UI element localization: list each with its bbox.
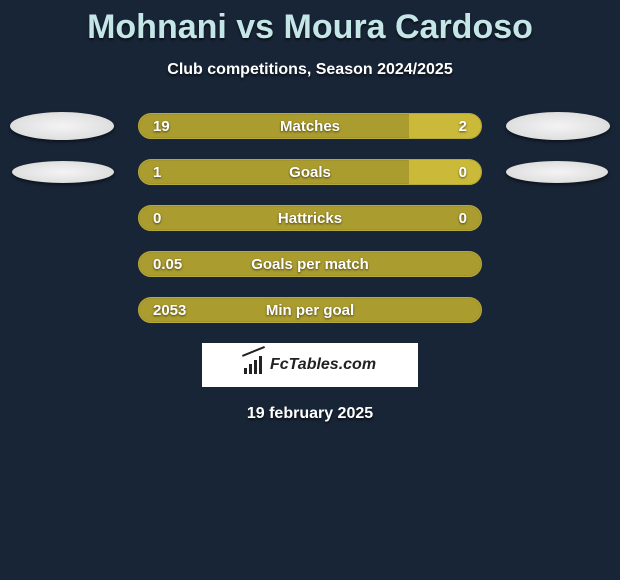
stat-row-hattricks: 0 Hattricks 0	[0, 205, 620, 231]
stat-bar: 0 Hattricks 0	[138, 205, 482, 231]
stat-bar: 2053 Min per goal	[138, 297, 482, 323]
player-left-marker	[10, 112, 114, 140]
player-right-marker	[506, 161, 608, 183]
player-left-marker	[12, 161, 114, 183]
stat-label: Matches	[139, 118, 481, 135]
stat-row-goals-per-match: 0.05 Goals per match	[0, 251, 620, 277]
stat-label: Min per goal	[139, 302, 481, 319]
stat-bar: 1 Goals 0	[138, 159, 482, 185]
stat-label: Hattricks	[139, 210, 481, 227]
subtitle: Club competitions, Season 2024/2025	[0, 61, 620, 79]
logo-box[interactable]: FcTables.com	[202, 343, 418, 387]
stat-row-matches: 19 Matches 2	[0, 113, 620, 139]
bar-chart-icon	[244, 356, 266, 374]
stat-row-goals: 1 Goals 0	[0, 159, 620, 185]
page-title: Mohnani vs Moura Cardoso	[0, 8, 620, 47]
logo-text: FcTables.com	[270, 356, 376, 374]
stat-label: Goals	[139, 164, 481, 181]
player-right-marker	[506, 112, 610, 140]
stat-label: Goals per match	[139, 256, 481, 273]
date-label: 19 february 2025	[0, 405, 620, 423]
stat-row-min-per-goal: 2053 Min per goal	[0, 297, 620, 323]
stat-bar: 19 Matches 2	[138, 113, 482, 139]
comparison-card: Mohnani vs Moura Cardoso Club competitio…	[0, 0, 620, 423]
stat-bar: 0.05 Goals per match	[138, 251, 482, 277]
